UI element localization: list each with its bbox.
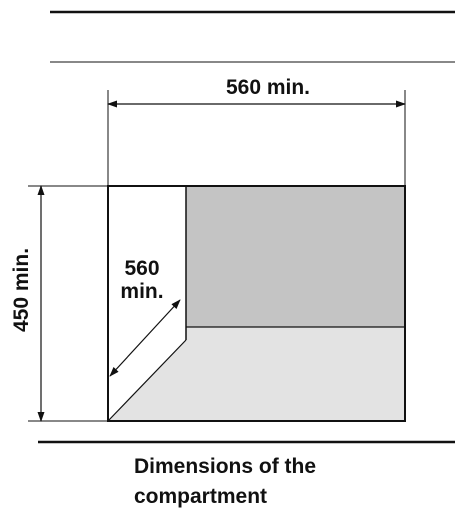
- compartment-floor: [108, 327, 405, 421]
- width-label: 560 min.: [226, 76, 310, 99]
- depth-label-line1: 560: [124, 257, 159, 280]
- depth-dimension-arrow: [109, 299, 181, 377]
- compartment-outline: [107, 185, 406, 422]
- depth-label-line2: min.: [120, 280, 163, 303]
- compartment-back-panel: [186, 186, 405, 327]
- caption-line-1: Dimensions of the: [134, 455, 317, 478]
- caption-line-2: compartment: [134, 485, 268, 508]
- height-label: 450 min.: [10, 248, 33, 332]
- diagram-caption: Dimensions of the compartment: [134, 452, 434, 512]
